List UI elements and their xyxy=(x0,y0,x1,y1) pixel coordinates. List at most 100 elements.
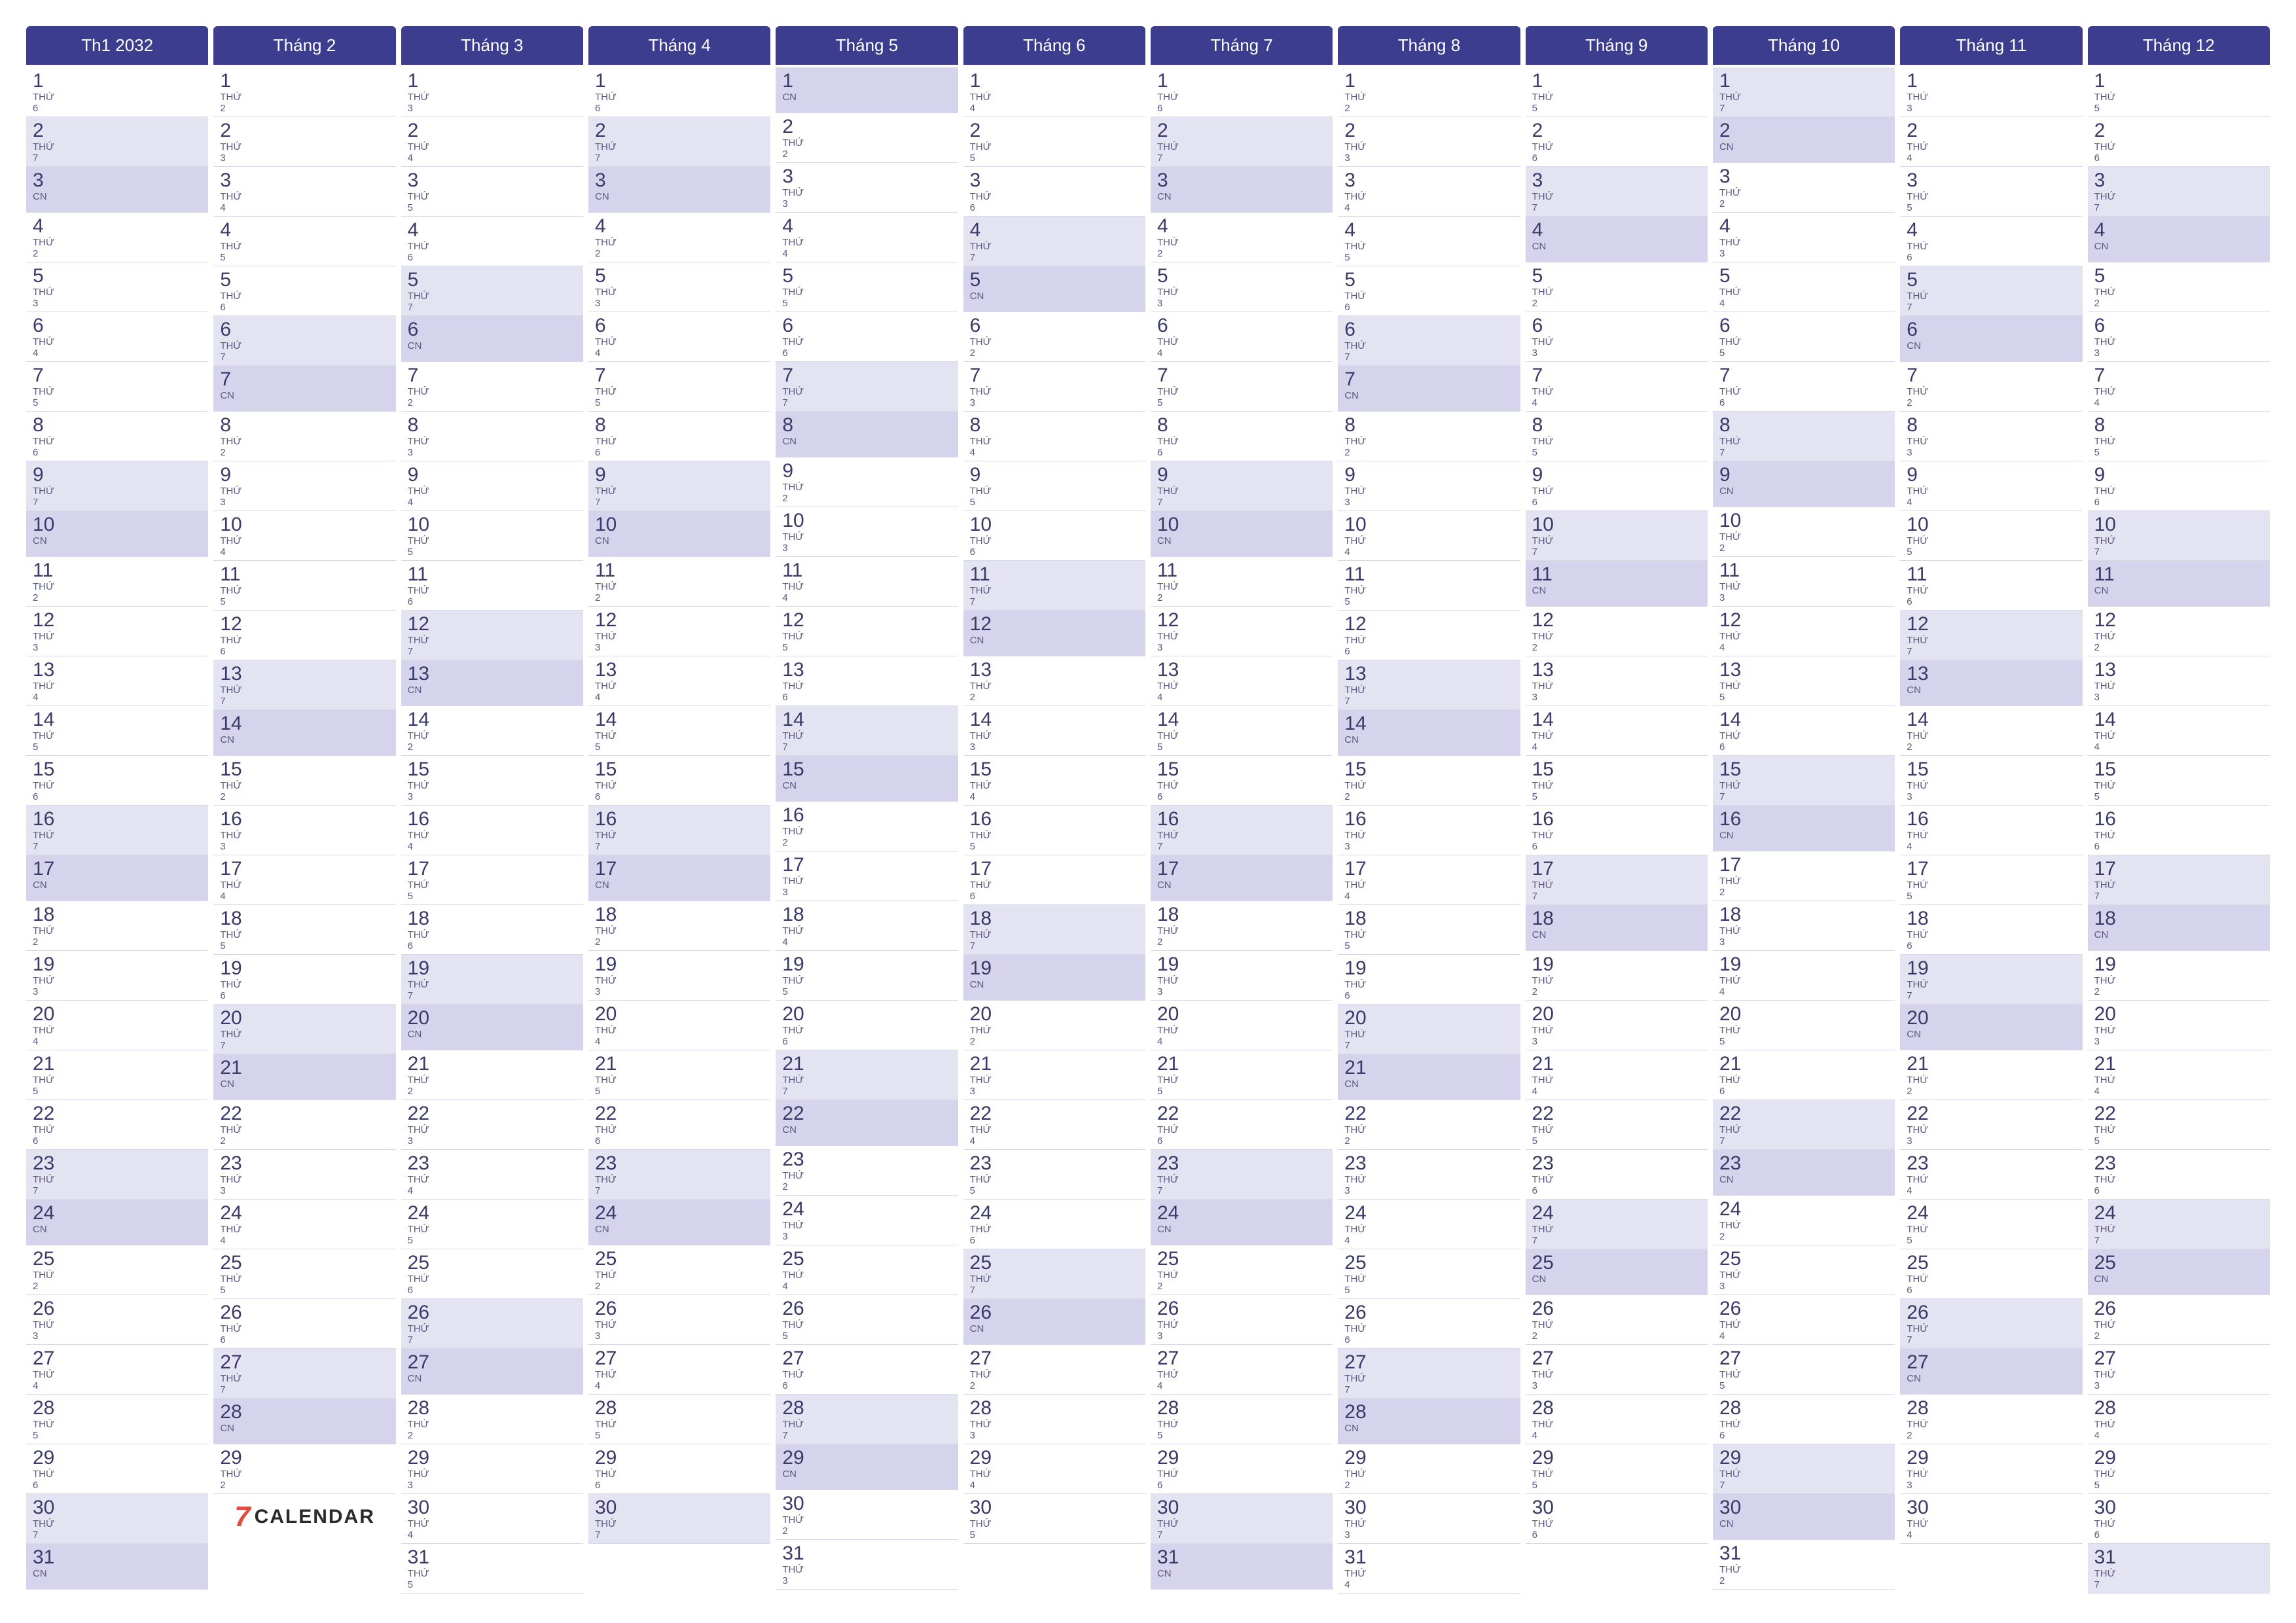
day-cell: 29THỨ6 xyxy=(1151,1444,1333,1494)
weekday-sub: 7 xyxy=(220,352,389,363)
weekday-label: THỨ xyxy=(220,1029,389,1041)
day-cell: 27CN xyxy=(401,1349,583,1395)
day-number: 13 xyxy=(2094,660,2263,680)
month-column: Tháng 121THỨ52THỨ63THỨ74CN5THỨ26THỨ37THỨ… xyxy=(2088,26,2270,1594)
weekday-label: THỨ xyxy=(782,876,951,887)
day-cell: 16THỨ3 xyxy=(1338,806,1520,855)
weekday-label: THỨ xyxy=(782,1075,951,1086)
weekday-label: THỨ xyxy=(595,681,764,692)
day-number: 1 xyxy=(970,71,1139,91)
day-number: 11 xyxy=(1907,565,2075,584)
weekday-label: THỨ xyxy=(1532,1224,1701,1236)
day-cell: 8THỨ6 xyxy=(588,412,770,461)
weekday-label: THỨ xyxy=(2094,681,2263,692)
weekday-label: THỨ xyxy=(220,1324,389,1335)
day-cell: 26THỨ7 xyxy=(401,1299,583,1349)
day-number: 3 xyxy=(2094,171,2263,190)
weekday-sub: 6 xyxy=(2094,1186,2263,1197)
day-cell: 2THỨ3 xyxy=(1338,117,1520,167)
day-number: 12 xyxy=(1719,611,1888,630)
day-number: 4 xyxy=(33,217,202,236)
day-cell: 26THỨ6 xyxy=(213,1299,395,1349)
day-cell: 14THỨ4 xyxy=(2088,706,2270,756)
day-number: 25 xyxy=(970,1253,1139,1273)
day-number: 19 xyxy=(2094,955,2263,974)
weekday-sub: 4 xyxy=(1532,742,1701,753)
day-cell: 19THỨ7 xyxy=(1900,955,2082,1005)
weekday-label: THỨ xyxy=(1907,192,2075,203)
day-number: 20 xyxy=(595,1005,764,1024)
day-cell: 2THỨ3 xyxy=(213,117,395,167)
weekday-label: THỨ xyxy=(220,1224,389,1236)
day-cell: 14THỨ6 xyxy=(1713,706,1895,756)
weekday-label: THỨ xyxy=(33,781,202,792)
day-cell: 31CN xyxy=(26,1544,208,1590)
day-number: 1 xyxy=(2094,71,2263,91)
day-number: 27 xyxy=(220,1353,389,1372)
weekday-label: THỨ xyxy=(1157,1320,1326,1331)
weekday-sub: 4 xyxy=(1344,1236,1513,1247)
weekday-sub: 7 xyxy=(33,842,202,853)
day-number: 13 xyxy=(33,660,202,680)
weekday-label: THỨ xyxy=(1719,632,1888,643)
day-number: 4 xyxy=(1719,217,1888,236)
brand-logo: 7CALENDAR xyxy=(213,1494,395,1540)
day-number: 21 xyxy=(1719,1054,1888,1074)
day-cell: 8THỨ3 xyxy=(401,412,583,461)
weekday-sub: 5 xyxy=(595,1431,764,1442)
weekday-label: THỨ xyxy=(1532,1175,1701,1186)
day-number: 16 xyxy=(1344,810,1513,829)
weekday-sub: 7 xyxy=(1907,302,2075,313)
weekday-label: THỨ xyxy=(1157,830,1326,842)
weekday-sub: 3 xyxy=(2094,1037,2263,1048)
weekday-sub: 2 xyxy=(33,593,202,604)
weekday-label: THỨ xyxy=(1157,926,1326,937)
weekday-sub: 4 xyxy=(2094,742,2263,753)
logo-text: CALENDAR xyxy=(255,1506,375,1528)
day-cell: 5THỨ3 xyxy=(588,262,770,312)
weekday-sub: 5 xyxy=(1907,547,2075,558)
weekday-label: THỨ xyxy=(2094,1519,2263,1530)
weekday-sub: 5 xyxy=(595,398,764,409)
day-cell: 14THỨ2 xyxy=(1900,706,2082,756)
day-cell: 11THỨ6 xyxy=(401,561,583,611)
day-number: 27 xyxy=(1719,1349,1888,1368)
day-number: 30 xyxy=(408,1498,577,1518)
day-number: 13 xyxy=(782,660,951,680)
day-cell: 30CN xyxy=(1713,1494,1895,1540)
weekday-sub: 2 xyxy=(782,1526,951,1537)
day-cell: 15THỨ6 xyxy=(1151,756,1333,806)
day-number: 15 xyxy=(1719,760,1888,779)
day-number: 22 xyxy=(220,1104,389,1124)
day-cell: 31THỨ7 xyxy=(2088,1544,2270,1594)
weekday-label: THỨ xyxy=(1719,1075,1888,1086)
weekday-sub: 3 xyxy=(1907,103,2075,115)
weekday-sub: 6 xyxy=(595,1480,764,1491)
weekday-sub: 6 xyxy=(1719,742,1888,753)
day-number: 21 xyxy=(1157,1054,1326,1074)
weekday-sub: 7 xyxy=(2094,1236,2263,1247)
weekday-label: CN xyxy=(1532,1274,1701,1285)
weekday-label: THỨ xyxy=(970,1224,1139,1236)
weekday-label: THỨ xyxy=(970,731,1139,742)
weekday-label: THỨ xyxy=(33,337,202,348)
weekday-label: THỨ xyxy=(408,142,577,153)
weekday-label: THỨ xyxy=(1907,536,2075,547)
weekday-sub: 4 xyxy=(220,1236,389,1247)
day-cell: 27THỨ5 xyxy=(1713,1345,1895,1395)
weekday-label: THỨ xyxy=(595,238,764,249)
weekday-label: CN xyxy=(970,1324,1139,1335)
day-number: 25 xyxy=(1719,1249,1888,1269)
weekday-sub: 2 xyxy=(1532,643,1701,654)
weekday-sub: 4 xyxy=(408,497,577,508)
weekday-label: THỨ xyxy=(782,1026,951,1037)
weekday-sub: 2 xyxy=(33,249,202,260)
weekday-label: THỨ xyxy=(782,1171,951,1182)
day-cell: 8THỨ5 xyxy=(2088,412,2270,461)
month-column: Tháng 111THỨ32THỨ43THỨ54THỨ65THỨ76CN7THỨ… xyxy=(1900,26,2082,1594)
day-number: 16 xyxy=(970,810,1139,829)
weekday-label: THỨ xyxy=(782,976,951,987)
day-number: 25 xyxy=(595,1249,764,1269)
day-cell: 10THỨ2 xyxy=(1713,507,1895,557)
day-cell: 13THỨ6 xyxy=(776,656,958,706)
